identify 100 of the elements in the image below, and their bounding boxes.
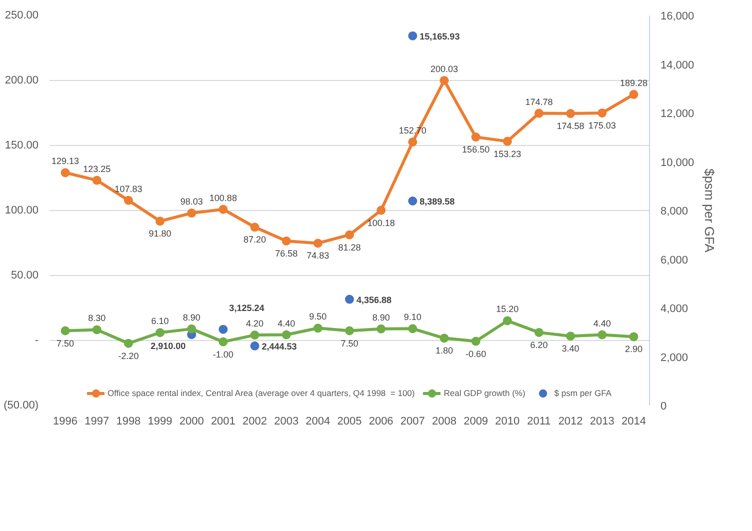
point — [60, 168, 70, 178]
point — [282, 236, 291, 246]
x-tick-label: 2007 — [400, 416, 425, 428]
point — [376, 324, 386, 334]
point — [502, 316, 512, 326]
point — [60, 326, 70, 336]
data-label: 8.90 — [182, 312, 200, 322]
y-tick-label: 200.00 — [4, 74, 39, 86]
point — [598, 108, 607, 118]
data-label: 87.20 — [244, 234, 266, 245]
y2-tick-label: 16,000 — [660, 10, 694, 22]
point — [408, 138, 418, 146]
x-tick-label: 2005 — [337, 416, 362, 428]
data-label: 8,389.58 — [420, 196, 455, 207]
point — [124, 338, 133, 348]
data-label: 98.03 — [180, 196, 203, 207]
y-tick-label: 250.00 — [4, 10, 39, 22]
y2-tick-label: 2,000 — [660, 352, 688, 364]
data-label: 9.10 — [404, 312, 422, 322]
x-tick-label: 2014 — [621, 416, 646, 428]
x-tick-label: 1997 — [84, 416, 110, 428]
y-tick-label: 150.00 — [4, 140, 39, 152]
point — [502, 136, 512, 146]
point — [313, 238, 322, 248]
point — [408, 324, 418, 334]
data-label: 156.50 — [462, 144, 490, 155]
point — [408, 31, 418, 40]
x-tick-label: 2000 — [179, 416, 204, 428]
point — [313, 324, 322, 333]
point — [156, 216, 165, 226]
data-label: 129.13 — [52, 156, 80, 166]
point — [250, 330, 260, 340]
data-label: 2,444.53 — [262, 341, 297, 352]
data-label: 4,356.88 — [356, 294, 392, 305]
data-label: 174.78 — [525, 96, 553, 107]
point — [629, 90, 638, 99]
data-label: 3,125.24 — [229, 302, 264, 313]
x-tick-label: 2006 — [368, 416, 394, 428]
point — [282, 330, 291, 340]
point — [471, 132, 480, 142]
data-label: 15,165.93 — [420, 31, 460, 42]
y2-tick-label: 10,000 — [660, 156, 694, 169]
y-tick-label: - — [34, 334, 39, 346]
legend-label: $ psm per GFA — [554, 388, 612, 398]
point — [440, 76, 449, 85]
x-tick-label: 2013 — [590, 416, 614, 428]
point — [440, 334, 449, 343]
point — [408, 196, 418, 206]
point — [566, 109, 576, 118]
data-label: 15.20 — [496, 304, 519, 314]
data-label: 6.20 — [530, 340, 548, 350]
data-label: 123.25 — [83, 164, 111, 174]
data-label: 4.20 — [246, 318, 264, 329]
data-label: 1.80 — [435, 346, 454, 356]
y2-tick-label: 12,000 — [660, 108, 694, 120]
data-label: 8.90 — [372, 312, 390, 322]
y-tick-label: 100.00 — [4, 204, 39, 216]
data-label: 6.10 — [151, 316, 169, 326]
data-label: 174.58 — [556, 121, 584, 132]
data-label: 4.40 — [593, 318, 611, 328]
data-label: 74.83 — [306, 250, 330, 261]
data-label: 100.18 — [367, 218, 395, 228]
data-label: 189.28 — [620, 78, 648, 88]
x-tick-label: 2003 — [274, 416, 299, 428]
data-label: 7.50 — [340, 338, 358, 348]
y2-tick-label: 8,000 — [660, 206, 688, 218]
point — [345, 230, 354, 240]
point — [566, 332, 576, 341]
y-tick-label: (50.00) — [4, 400, 39, 412]
point — [629, 332, 638, 342]
point — [92, 325, 102, 334]
x-tick-label: 2001 — [210, 416, 236, 428]
x-tick-label: 2009 — [464, 416, 488, 428]
point — [156, 328, 165, 338]
data-label: 2.90 — [624, 344, 642, 354]
y2-tick-label: 6,000 — [660, 254, 688, 266]
x-tick-label: 2008 — [432, 416, 456, 428]
data-label: 4.40 — [278, 318, 296, 328]
legend-label: Office space rental index, Central Area (average over 4 quarters, Q4 1998 = 100) — [108, 388, 415, 398]
y2-axis-title: $psm per GFA — [702, 168, 718, 253]
point — [218, 204, 228, 214]
point — [345, 294, 354, 304]
point — [218, 337, 228, 346]
point — [250, 341, 260, 350]
point — [124, 196, 133, 205]
data-label: 2,910.00 — [150, 341, 186, 352]
y2-tick-label: 4,000 — [660, 303, 688, 315]
data-label: 7.50 — [56, 338, 74, 348]
data-label: -1.00 — [212, 349, 234, 360]
data-label: 8.30 — [88, 313, 106, 324]
data-label: 100.88 — [209, 192, 237, 203]
x-tick-label: 1999 — [148, 416, 172, 428]
x-tick-label: 2010 — [495, 416, 520, 428]
data-label: -2.20 — [118, 350, 139, 361]
point — [534, 108, 544, 118]
point — [218, 324, 228, 334]
point — [187, 208, 196, 218]
x-tick-label: 2011 — [527, 416, 551, 428]
y2-tick-label: 14,000 — [660, 59, 694, 72]
data-label: 76.58 — [275, 248, 298, 258]
